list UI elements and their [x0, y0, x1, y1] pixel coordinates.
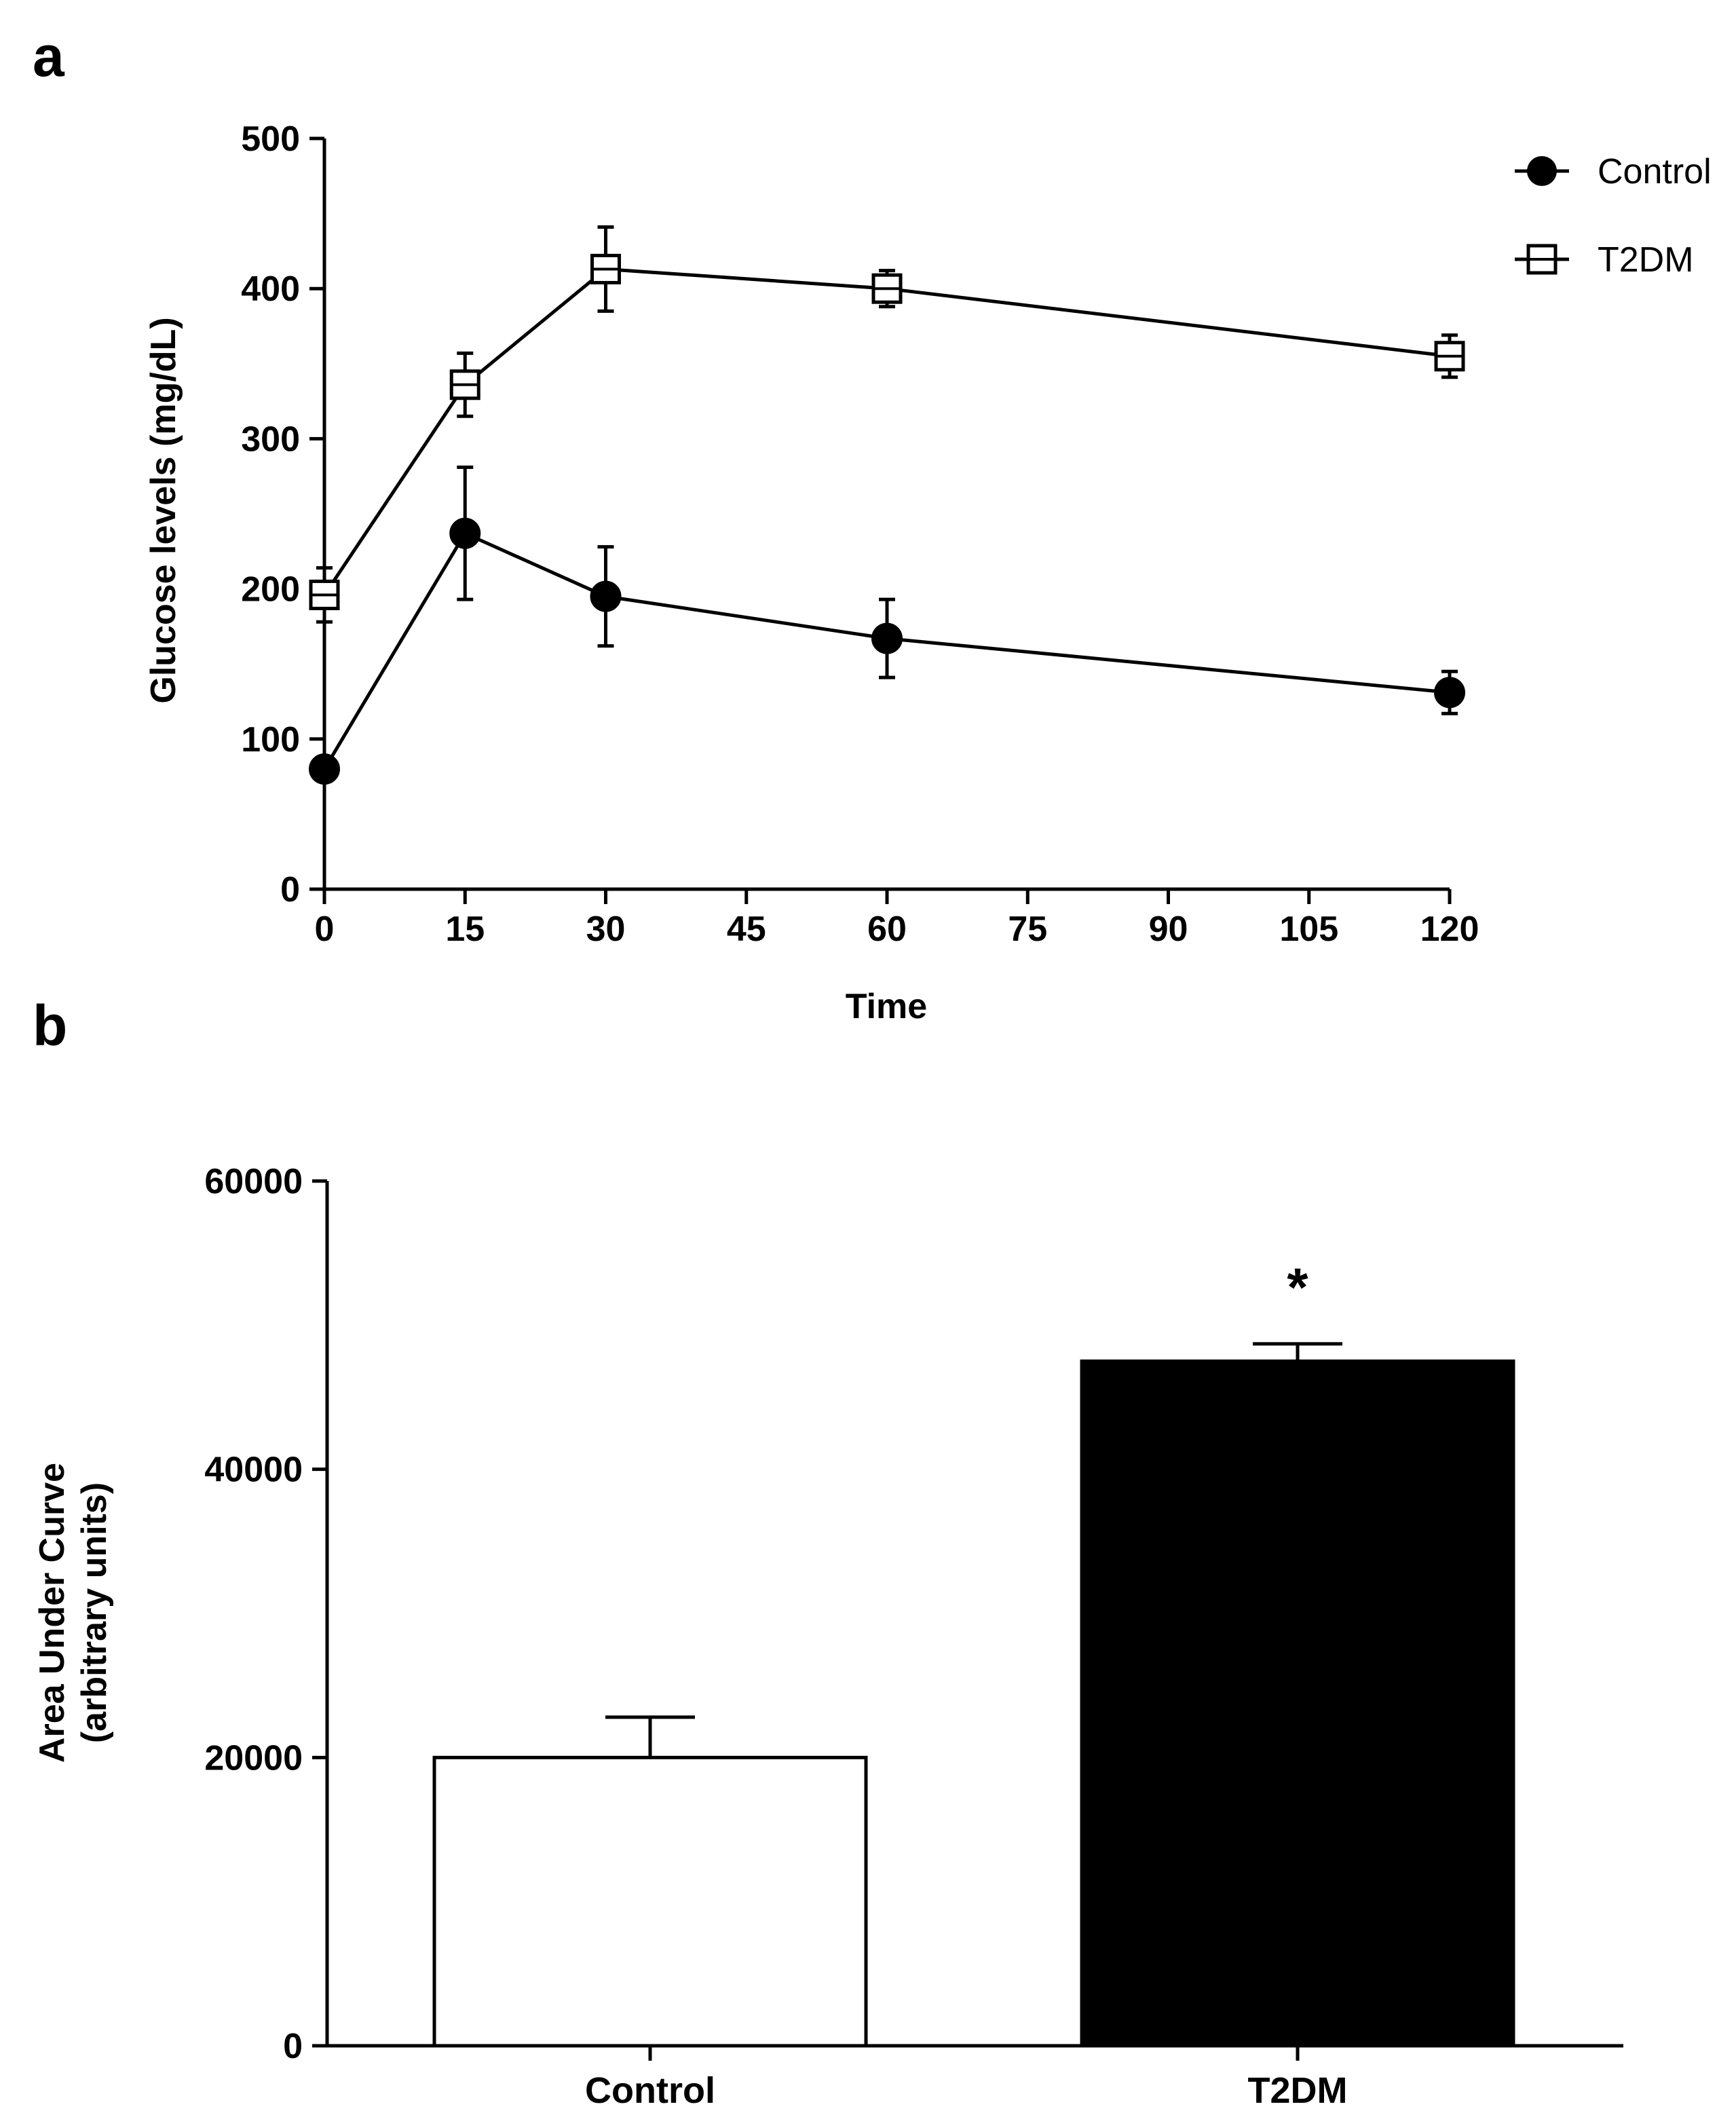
x-tick-label: 90: [1149, 910, 1188, 949]
legend-control-label: Control: [1598, 152, 1712, 191]
control-point: [871, 622, 903, 654]
t2dm-significance-marker: *: [1287, 1257, 1308, 1317]
panel-a-y-axis-label: Glucose levels (mg/dL): [144, 317, 183, 703]
t2dm-category-label: T2DM: [1248, 2070, 1348, 2111]
panel-b-bars: [432, 1342, 1515, 2048]
control-bar: [432, 1755, 868, 2048]
x-tick-label: 0: [315, 910, 335, 949]
panel-a-label: a: [33, 24, 65, 88]
panel-b-y-axis-label-line1: Area Under Curve: [33, 1463, 72, 1763]
y-tick-label: 0: [280, 870, 300, 910]
y-tick-label: 400: [241, 269, 300, 309]
control-point: [590, 580, 622, 612]
panel-b-y-axis-label-line2: (arbitrary units): [75, 1482, 114, 1743]
x-tick-label: 105: [1279, 910, 1338, 949]
y-tick-label: 40000: [204, 1450, 303, 1490]
panel-a-x-axis-label: Time: [846, 987, 927, 1026]
x-tick-label: 30: [586, 910, 626, 949]
legend-control-marker: [1527, 156, 1557, 186]
panel-a-line-chart: a 0 100 200 300 400 500 0 15 30 45 60 75 90 105 120 Co…: [33, 24, 1712, 1026]
panel-a-legend: Control T2DM: [1515, 152, 1712, 280]
y-tick-label: 300: [241, 419, 300, 459]
y-tick-label: 60000: [204, 1162, 303, 1201]
t2dm-bar: [1080, 1359, 1515, 2048]
x-tick-label: 60: [867, 910, 907, 949]
control-point: [309, 753, 340, 785]
x-tick-label: 15: [445, 910, 485, 949]
control-category-label: Control: [585, 2070, 715, 2111]
y-tick-label: 200: [241, 570, 300, 610]
y-tick-label: 0: [283, 2027, 303, 2066]
panel-a-series: [309, 225, 1465, 785]
legend-t2dm-label: T2DM: [1598, 240, 1694, 280]
control-point: [449, 517, 481, 549]
panel-b-bar-chart: b Control T2DM * 0 20000 40000 60000 Area Unde…: [33, 994, 1623, 2111]
panel-b-label: b: [33, 994, 67, 1058]
control-point: [1434, 677, 1465, 709]
y-tick-label: 20000: [204, 1738, 303, 1778]
y-tick-label: 100: [241, 720, 300, 760]
panel-b-axes: Control T2DM * 0 20000 40000 60000: [204, 1162, 1623, 2111]
x-tick-label: 45: [727, 910, 766, 949]
panel-a-axes: 0 100 200 300 400 500 0 15 30 45 60 75 90 105 120: [241, 119, 1479, 949]
x-tick-label: 75: [1008, 910, 1047, 949]
y-tick-label: 500: [241, 119, 300, 159]
x-tick-label: 120: [1420, 910, 1479, 949]
